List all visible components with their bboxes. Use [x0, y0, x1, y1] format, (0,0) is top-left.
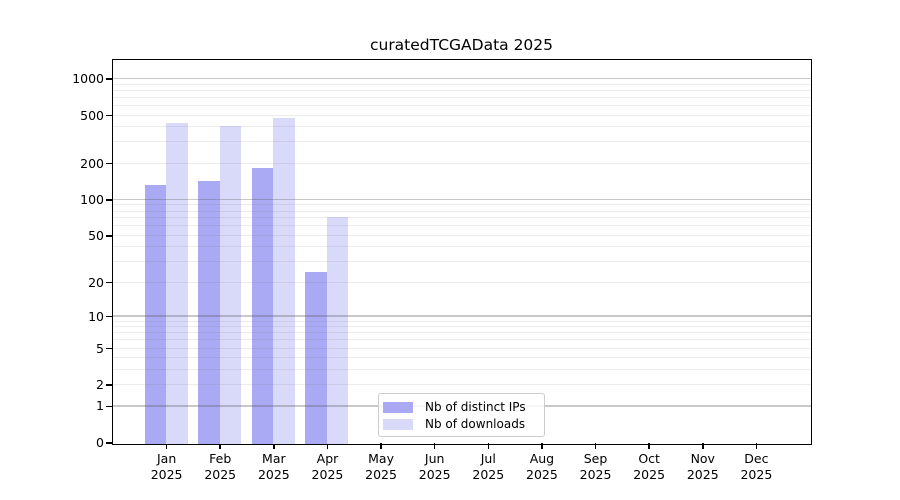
- y-axis-tick-label-1000: 1000: [72, 71, 104, 87]
- x-axis-tick-label-dec: Dec 2025: [740, 451, 773, 482]
- y-axis-tick-label-1: 1: [96, 398, 104, 414]
- y-axis-tick-mark: [106, 281, 112, 284]
- y-axis-tick-mark: [106, 384, 112, 386]
- legend-swatch-downloads: [383, 418, 413, 430]
- legend-entry-distinct-ips: Nb of distinct IPs: [383, 399, 538, 415]
- bar-mar-nb-of-distinct-ips: [251, 168, 274, 444]
- bar-apr-nb-of-downloads: [326, 216, 349, 444]
- y-axis-tick-mark: [106, 78, 112, 80]
- x-axis-tick-label-apr: Apr 2025: [311, 451, 344, 482]
- legend-entry-downloads: Nb of downloads: [383, 416, 538, 432]
- x-axis-tick-label-feb: Feb 2025: [204, 451, 237, 482]
- bar-apr-nb-of-distinct-ips: [305, 271, 327, 444]
- x-axis-tick-label-nov: Nov 2025: [686, 451, 719, 482]
- x-axis-tick-label-jul: Jul 2025: [472, 451, 505, 482]
- y-axis-tick-label-10: 10: [88, 308, 104, 324]
- y-axis-tick-label-5: 5: [96, 340, 104, 356]
- x-axis-tick-label-aug: Aug 2025: [526, 451, 558, 482]
- x-axis-tick-mark: [433, 443, 436, 449]
- y-axis-tick-label-50: 50: [88, 227, 104, 243]
- x-axis-tick-label-mar: Mar 2025: [257, 451, 290, 482]
- y-axis-tick-label-20: 20: [88, 274, 104, 290]
- y-axis-tick-mark: [106, 199, 112, 201]
- x-axis-tick-label-oct: Oct 2025: [633, 451, 666, 482]
- x-axis-tick-mark: [755, 443, 758, 449]
- chart-title: curatedTCGAData 2025: [369, 36, 554, 54]
- x-axis-tick-mark: [541, 443, 543, 449]
- bar-jan-nb-of-distinct-ips: [144, 185, 167, 444]
- x-axis-tick-label-may: May 2025: [365, 451, 397, 482]
- y-axis-tick-label-2: 2: [96, 377, 104, 393]
- x-axis-tick-mark: [219, 443, 221, 449]
- y-axis-tick-label-500: 500: [80, 107, 104, 123]
- bar-layer: [113, 60, 811, 444]
- x-axis-tick-label-sep: Sep 2025: [579, 451, 612, 482]
- x-axis-tick-mark: [594, 443, 597, 449]
- bar-feb-nb-of-downloads: [219, 126, 242, 444]
- bar-mar-nb-of-downloads: [273, 118, 295, 444]
- x-axis-tick-label-jan: Jan 2025: [150, 451, 183, 482]
- x-axis-tick-mark: [380, 443, 382, 449]
- y-axis-tick-label-100: 100: [80, 191, 104, 207]
- plot-area: [111, 58, 812, 445]
- legend-label-downloads: Nb of downloads: [425, 417, 526, 431]
- x-axis-tick-mark: [487, 443, 490, 449]
- y-axis-tick-mark: [106, 235, 112, 237]
- bar-feb-nb-of-distinct-ips: [198, 180, 220, 444]
- y-axis-tick-mark: [106, 405, 112, 408]
- x-axis-tick-mark: [702, 443, 704, 449]
- y-axis-tick-mark: [106, 114, 112, 117]
- y-axis-tick-label-0: 0: [96, 435, 104, 450]
- y-axis-tick-mark: [106, 315, 112, 318]
- y-axis-tick-mark: [106, 162, 112, 165]
- legend: Nb of distinct IPs Nb of downloads: [378, 393, 545, 437]
- legend-label-distinct-ips: Nb of distinct IPs: [425, 400, 526, 414]
- x-axis-tick-mark: [165, 443, 168, 449]
- x-axis-tick-mark: [326, 443, 329, 449]
- y-axis-tick-mark: [106, 442, 112, 444]
- x-axis-tick-mark: [648, 443, 650, 449]
- y-axis-tick-label-200: 200: [80, 155, 104, 171]
- y-axis-tick-mark: [106, 347, 112, 350]
- x-axis-tick-label-jun: Jun 2025: [418, 451, 451, 482]
- legend-swatch-distinct-ips: [383, 401, 413, 413]
- x-axis-tick-mark: [273, 443, 275, 449]
- bar-jan-nb-of-downloads: [166, 122, 188, 444]
